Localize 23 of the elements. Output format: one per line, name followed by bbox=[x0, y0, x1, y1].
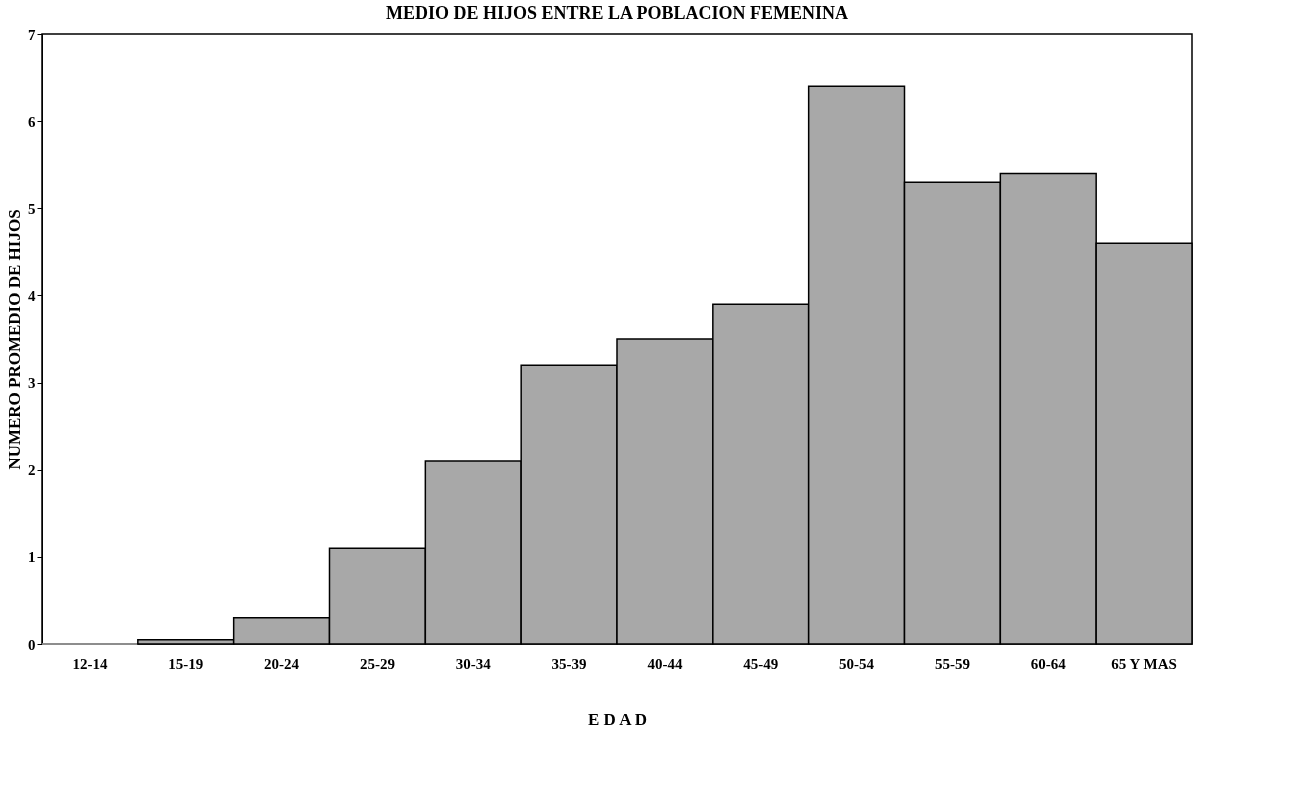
x-tick-label: 50-54 bbox=[839, 655, 875, 672]
x-tick-label: 12-14 bbox=[72, 655, 108, 672]
y-tick-label: 4 bbox=[28, 287, 36, 304]
x-tick-label: 60-64 bbox=[1030, 655, 1067, 672]
x-tick-label: 30-34 bbox=[455, 655, 492, 672]
y-axis-title: NUMERO PROMEDIO DE HIJOS bbox=[5, 209, 24, 470]
x-tick-label: 40-44 bbox=[647, 655, 683, 672]
x-tick-label: 15-19 bbox=[168, 655, 204, 672]
x-tick-label: 35-39 bbox=[551, 655, 587, 672]
y-tick-label: 6 bbox=[28, 113, 36, 130]
x-axis-title: E D A D bbox=[587, 709, 648, 729]
y-tick-label: 7 bbox=[28, 26, 36, 43]
x-tick-label: 55-59 bbox=[934, 655, 970, 672]
x-tick-label: 20-24 bbox=[264, 655, 300, 672]
x-tick-label: 25-29 bbox=[359, 655, 395, 672]
chart-title: MEDIO DE HIJOS ENTRE LA POBLACION FEMENINA bbox=[385, 3, 849, 23]
x-tick-label: 45-49 bbox=[743, 655, 779, 672]
y-tick-label: 1 bbox=[28, 549, 36, 566]
y-tick-label: 3 bbox=[28, 375, 36, 392]
y-tick-label: 2 bbox=[28, 462, 36, 479]
y-tick-label: 0 bbox=[28, 636, 36, 653]
y-tick-label: 5 bbox=[28, 200, 36, 217]
x-tick-label: 65 Y MAS bbox=[1111, 655, 1177, 672]
